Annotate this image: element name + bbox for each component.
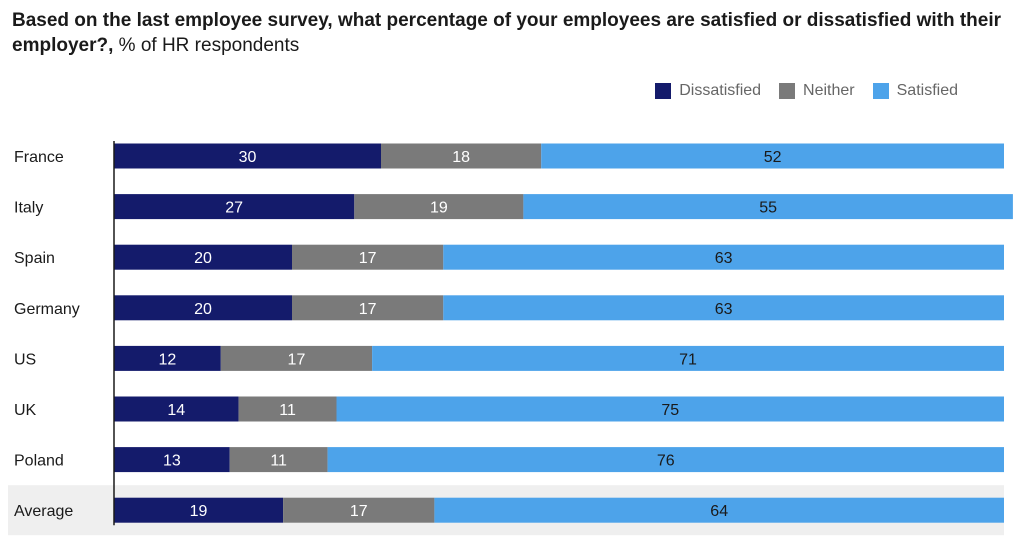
category-label-spain: Spain: [14, 250, 55, 267]
data-label-poland-satisfied: 76: [657, 453, 675, 470]
bar-italy-dissatisfied: [114, 194, 355, 220]
bar-poland-dissatisfied: [114, 447, 230, 473]
legend-item-satisfied: Satisfied: [872, 82, 958, 100]
legend-label-neither: Neither: [803, 82, 855, 99]
legend-label-dissatisfied: Dissatisfied: [679, 82, 762, 99]
data-label-uk-dissatisfied: 14: [167, 402, 185, 419]
data-label-poland-dissatisfied: 13: [163, 453, 181, 470]
bar-us-neither: [220, 345, 373, 371]
data-label-italy-neither: 19: [430, 200, 448, 217]
legend-label-satisfied: Satisfied: [896, 82, 958, 99]
bar-uk-satisfied: [336, 396, 1004, 422]
bar-uk-neither: [238, 396, 337, 422]
legend-item-neither: Neither: [779, 82, 855, 100]
category-label-germany: Germany: [14, 301, 80, 318]
bar-us-satisfied: [372, 345, 1005, 371]
legend-swatch-neither: [779, 83, 796, 99]
bar-uk-dissatisfied: [114, 396, 239, 422]
bar-average-dissatisfied: [114, 497, 284, 523]
data-label-france-dissatisfied: 30: [239, 149, 257, 166]
data-label-italy-satisfied: 55: [759, 200, 777, 217]
category-label-italy: Italy: [14, 200, 43, 217]
bar-poland-satisfied: [327, 447, 1005, 473]
bar-france-neither: [381, 143, 542, 169]
data-label-uk-satisfied: 75: [661, 402, 679, 419]
bar-germany-neither: [292, 295, 444, 321]
category-label-poland: Poland: [14, 453, 64, 470]
data-label-uk-neither: 11: [279, 402, 296, 419]
data-label-us-satisfied: 71: [679, 351, 697, 368]
legend-swatch-satisfied: [872, 83, 889, 99]
data-label-spain-neither: 17: [359, 250, 377, 267]
bar-italy-satisfied: [523, 194, 1013, 220]
data-label-france-satisfied: 52: [764, 149, 782, 166]
data-label-average-neither: 17: [350, 503, 368, 520]
data-label-average-satisfied: 64: [710, 503, 728, 520]
legend-swatch-dissatisfied: [655, 83, 672, 99]
data-label-poland-neither: 11: [270, 453, 287, 470]
data-label-france-neither: 18: [452, 149, 470, 166]
category-label-uk: UK: [14, 402, 37, 419]
bar-france-dissatisfied: [114, 143, 381, 169]
chart-title-text: Based on the last employee survey, what …: [12, 10, 1002, 56]
bar-average-satisfied: [434, 497, 1004, 523]
bar-spain-dissatisfied: [114, 244, 292, 270]
category-label-average: Average: [14, 503, 73, 520]
chart-subtitle: % of HR respondents: [118, 35, 300, 56]
bar-germany-satisfied: [443, 295, 1004, 321]
bar-spain-satisfied: [443, 244, 1004, 270]
data-label-spain-satisfied: 63: [715, 250, 733, 267]
data-label-average-dissatisfied: 19: [190, 503, 208, 520]
data-label-us-dissatisfied: 12: [159, 351, 177, 368]
bar-germany-dissatisfied: [114, 295, 292, 321]
data-label-germany-neither: 17: [359, 301, 377, 318]
chart-title: Based on the last employee survey, what …: [12, 8, 1012, 58]
bar-spain-neither: [292, 244, 444, 270]
bar-poland-neither: [229, 447, 328, 473]
data-label-germany-dissatisfied: 20: [194, 301, 212, 318]
data-label-spain-dissatisfied: 20: [194, 250, 212, 267]
chart-legend: Dissatisfied Neither Satisfied: [655, 82, 958, 100]
bar-france-satisfied: [541, 143, 1004, 169]
category-label-us: US: [14, 351, 36, 368]
data-label-us-neither: 17: [288, 351, 306, 368]
data-label-italy-dissatisfied: 27: [225, 200, 243, 217]
bar-average-neither: [283, 497, 435, 523]
bar-us-dissatisfied: [114, 345, 221, 371]
bar-italy-neither: [354, 194, 524, 220]
data-label-germany-satisfied: 63: [715, 301, 733, 318]
category-label-france: France: [14, 149, 64, 166]
legend-item-dissatisfied: Dissatisfied: [655, 82, 761, 100]
